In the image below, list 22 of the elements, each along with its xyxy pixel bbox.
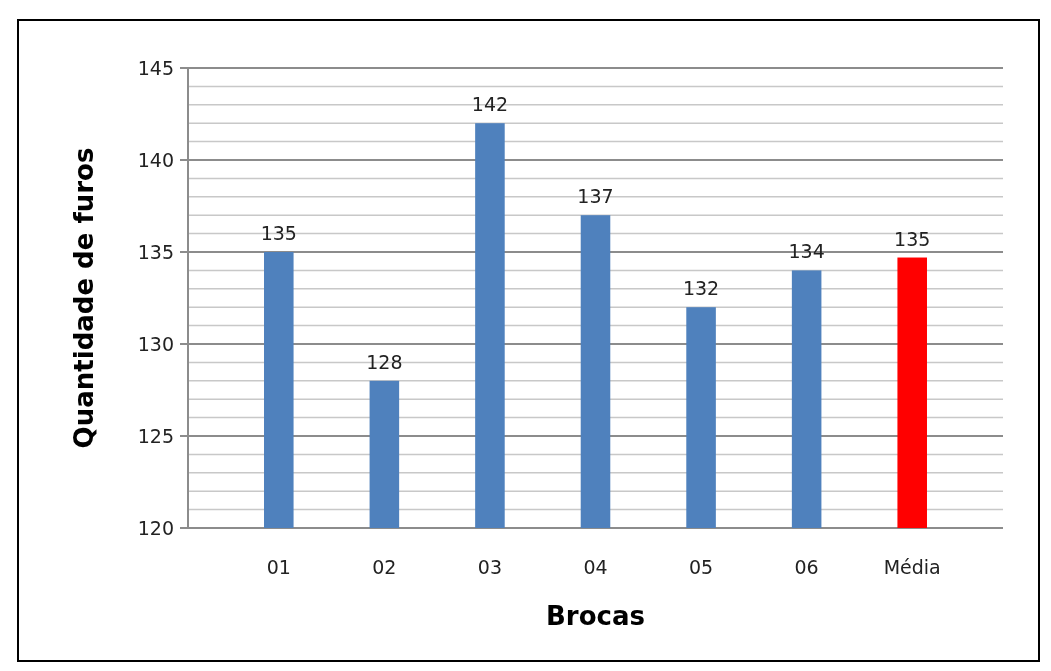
y-tick-label: 140 <box>137 148 174 171</box>
data-label: 135 <box>260 222 297 244</box>
data-label: 142 <box>471 93 509 116</box>
x-axis-title: Brocas <box>546 601 645 631</box>
data-label: 128 <box>366 350 403 373</box>
y-tick-label: 135 <box>137 240 174 263</box>
data-label: 135 <box>894 227 931 250</box>
data-label: 132 <box>682 277 720 300</box>
x-tick-label: 04 <box>583 556 608 578</box>
x-tick-label: Média <box>883 556 941 578</box>
y-axis-title: Quantidade de furos <box>69 147 99 449</box>
y-tick-label: 120 <box>137 516 174 539</box>
x-tick-label: 05 <box>688 556 714 578</box>
x-tick-label: 06 <box>794 556 819 578</box>
x-tick-label: 02 <box>372 556 397 578</box>
y-tick-label: 145 <box>137 56 174 79</box>
y-tick-label: 130 <box>137 332 174 355</box>
y-tick-label: 125 <box>137 424 174 447</box>
x-tick-label: 03 <box>477 556 503 578</box>
data-label: 137 <box>577 185 614 208</box>
data-label: 134 <box>788 240 825 263</box>
x-tick-label: 01 <box>266 556 291 578</box>
